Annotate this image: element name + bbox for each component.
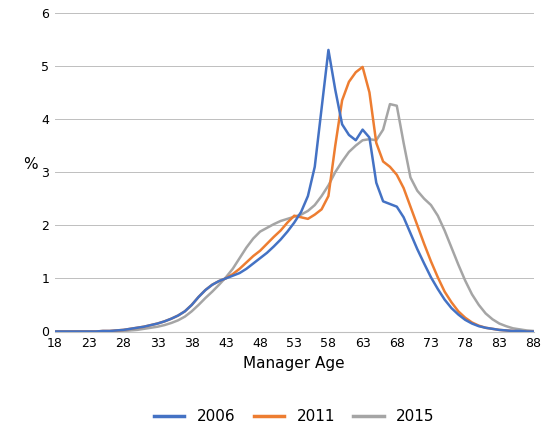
Legend: 2006, 2011, 2015: 2006, 2011, 2015 [148, 403, 441, 425]
X-axis label: Manager Age: Manager Age [244, 356, 345, 371]
Y-axis label: %: % [23, 157, 37, 172]
